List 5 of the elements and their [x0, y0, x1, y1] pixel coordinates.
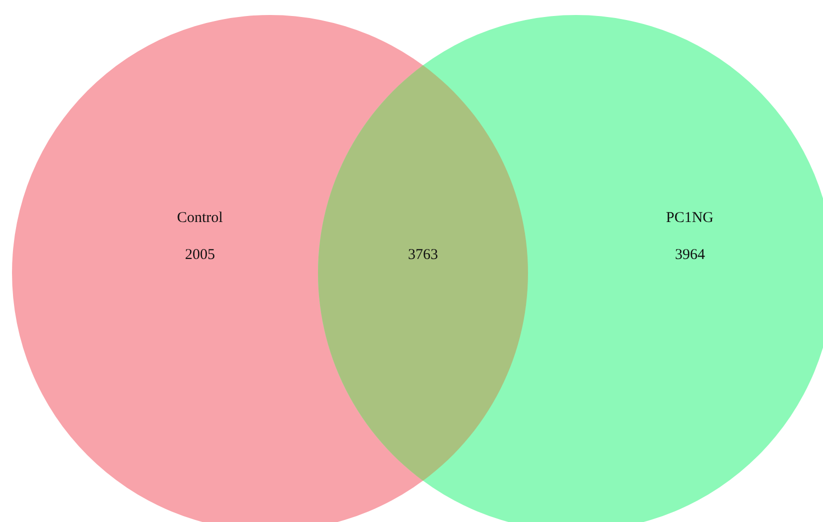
data-label: 2005: [185, 247, 215, 263]
category-label: PC1NG: [666, 210, 714, 226]
data-label: 3763: [408, 247, 438, 263]
category-label: Control: [177, 210, 223, 226]
data-label: 3964: [675, 247, 706, 263]
